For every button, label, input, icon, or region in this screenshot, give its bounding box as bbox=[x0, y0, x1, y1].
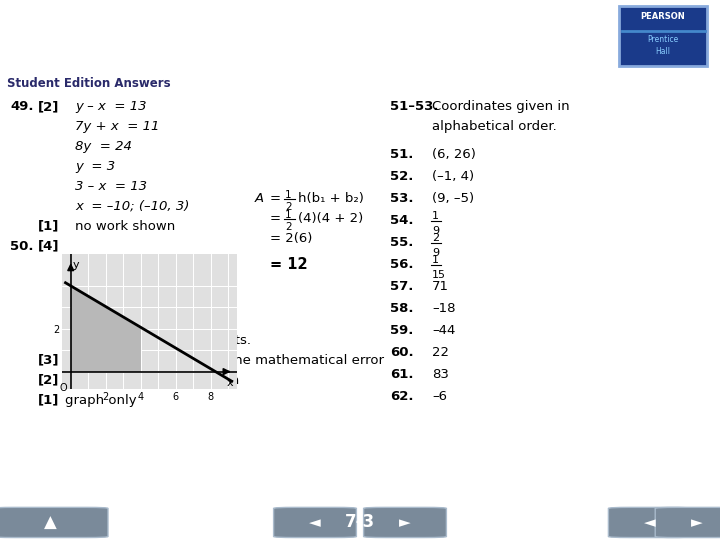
Text: 22: 22 bbox=[432, 346, 449, 359]
Text: The area is 12 square units.: The area is 12 square units. bbox=[65, 334, 251, 347]
Text: LESSON: LESSON bbox=[337, 488, 383, 498]
Text: 61.: 61. bbox=[390, 368, 413, 381]
Text: y: y bbox=[73, 260, 79, 269]
Text: (9, –5): (9, –5) bbox=[432, 192, 474, 205]
Text: 2: 2 bbox=[285, 202, 292, 212]
Text: 83: 83 bbox=[432, 368, 449, 381]
Text: (6, 26): (6, 26) bbox=[432, 148, 476, 161]
Text: graph only: graph only bbox=[65, 394, 137, 407]
Text: [1]: [1] bbox=[38, 220, 59, 233]
Text: Coordinates given in: Coordinates given in bbox=[432, 100, 570, 113]
Text: 1: 1 bbox=[285, 210, 292, 220]
FancyBboxPatch shape bbox=[655, 508, 720, 537]
Text: Student Edition Answers: Student Edition Answers bbox=[7, 77, 171, 90]
Text: graph and formula with one mathematical error: graph and formula with one mathematical … bbox=[65, 354, 384, 367]
Text: alphabetical order.: alphabetical order. bbox=[432, 120, 557, 133]
Text: 3 – x  = 13: 3 – x = 13 bbox=[75, 180, 147, 193]
Text: y  = 3: y = 3 bbox=[75, 160, 115, 173]
Text: 51.: 51. bbox=[390, 148, 413, 161]
Text: no work shown: no work shown bbox=[75, 220, 175, 233]
Text: (4)(4 + 2): (4)(4 + 2) bbox=[298, 212, 364, 225]
Text: 9: 9 bbox=[432, 226, 439, 236]
Text: 50.: 50. bbox=[10, 240, 34, 253]
Text: h(b₁ + b₂): h(b₁ + b₂) bbox=[298, 192, 364, 205]
Text: =: = bbox=[270, 192, 281, 205]
Text: ▲: ▲ bbox=[44, 514, 57, 531]
Text: 2: 2 bbox=[285, 222, 292, 232]
FancyBboxPatch shape bbox=[364, 508, 446, 537]
Text: 2: 2 bbox=[432, 233, 439, 243]
Text: 60.: 60. bbox=[390, 346, 413, 359]
Text: 1: 1 bbox=[432, 211, 439, 221]
Polygon shape bbox=[71, 286, 140, 372]
FancyBboxPatch shape bbox=[619, 6, 707, 66]
Text: 7-3: 7-3 bbox=[345, 514, 375, 531]
Text: PEARSON: PEARSON bbox=[641, 12, 685, 21]
Text: 52.: 52. bbox=[390, 170, 413, 183]
Text: 51–53.: 51–53. bbox=[390, 100, 438, 113]
Text: 58.: 58. bbox=[390, 302, 413, 315]
Text: 8y  = 24: 8y = 24 bbox=[75, 140, 132, 153]
FancyBboxPatch shape bbox=[274, 508, 356, 537]
Text: –44: –44 bbox=[432, 324, 455, 337]
Text: ALGEBRA 1  LESSON 7-3: ALGEBRA 1 LESSON 7-3 bbox=[9, 53, 118, 63]
Text: ►: ► bbox=[690, 515, 703, 530]
Text: (–1, 4): (–1, 4) bbox=[432, 170, 474, 183]
Text: y – x  = 13: y – x = 13 bbox=[75, 100, 146, 113]
Text: O: O bbox=[60, 383, 68, 394]
Text: 59.: 59. bbox=[390, 324, 413, 337]
Text: = 12: = 12 bbox=[270, 257, 307, 272]
Text: = 2(6): = 2(6) bbox=[270, 232, 312, 245]
FancyBboxPatch shape bbox=[608, 508, 691, 537]
Text: graph but error in formula: graph but error in formula bbox=[65, 374, 239, 387]
Text: MAIN MENU: MAIN MENU bbox=[16, 488, 85, 498]
Text: [4]: [4] bbox=[38, 240, 60, 253]
Text: 49.: 49. bbox=[10, 100, 34, 113]
Text: [3]: [3] bbox=[38, 354, 60, 367]
Text: –6: –6 bbox=[432, 390, 447, 403]
Text: 56.: 56. bbox=[390, 258, 413, 271]
Text: x  = –10; (–10, 3): x = –10; (–10, 3) bbox=[75, 200, 189, 213]
Text: 57.: 57. bbox=[390, 280, 413, 293]
FancyBboxPatch shape bbox=[0, 508, 108, 537]
Text: ◄: ◄ bbox=[309, 515, 321, 530]
Text: ◄: ◄ bbox=[644, 515, 656, 530]
Text: [2]: [2] bbox=[38, 374, 59, 387]
Text: A: A bbox=[255, 192, 264, 205]
Text: x: x bbox=[227, 378, 233, 388]
Text: 62.: 62. bbox=[390, 390, 413, 403]
Text: Solving Systems Using Elimination: Solving Systems Using Elimination bbox=[9, 18, 416, 38]
Text: 7y + x  = 11: 7y + x = 11 bbox=[75, 120, 159, 133]
Text: 71: 71 bbox=[432, 280, 449, 293]
Text: [1]: [1] bbox=[38, 394, 59, 407]
Text: PAGE: PAGE bbox=[654, 488, 685, 498]
Text: Prentice
Hall: Prentice Hall bbox=[647, 35, 679, 56]
Text: 1: 1 bbox=[285, 190, 292, 200]
Text: 55.: 55. bbox=[390, 236, 413, 249]
Text: 54.: 54. bbox=[390, 214, 413, 227]
Text: –18: –18 bbox=[432, 302, 456, 315]
Text: 9: 9 bbox=[432, 248, 439, 258]
Text: 15: 15 bbox=[432, 270, 446, 280]
Text: [2]: [2] bbox=[38, 100, 59, 113]
Text: =: = bbox=[270, 212, 281, 225]
Text: 1: 1 bbox=[432, 255, 439, 265]
Text: 53.: 53. bbox=[390, 192, 413, 205]
Text: ►: ► bbox=[399, 515, 411, 530]
